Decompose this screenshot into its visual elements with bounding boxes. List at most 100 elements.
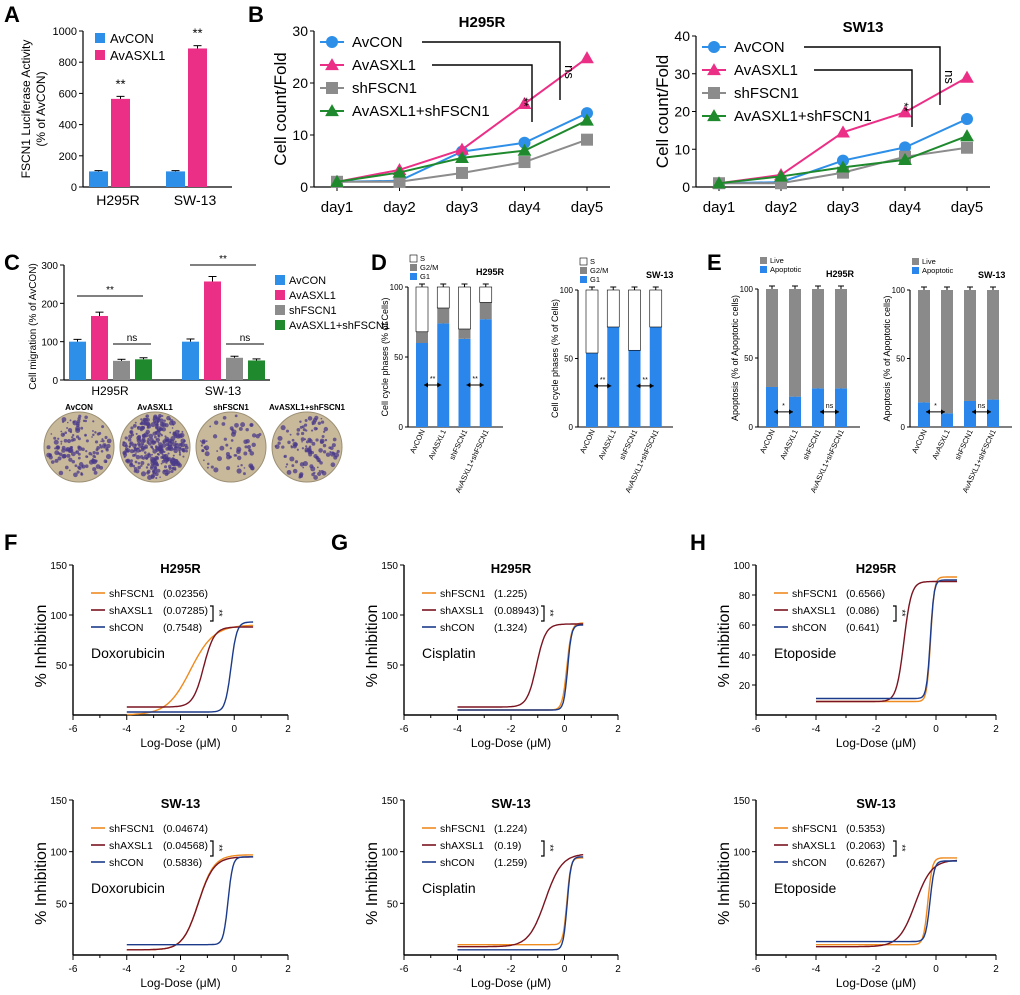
cell-dot <box>174 440 177 443</box>
legend-label: G1 <box>590 275 600 284</box>
cell-dot <box>238 426 243 431</box>
dose-curve <box>816 860 957 943</box>
legend-ic50: (1.225) <box>494 588 527 600</box>
cell-dot <box>166 415 171 421</box>
legend-ic50: (0.6267) <box>846 857 885 869</box>
cell-dot <box>95 464 101 469</box>
cell-dot <box>90 453 93 456</box>
cell-dot <box>175 459 179 463</box>
x-tick-label: -4 <box>122 724 131 735</box>
data-point <box>392 165 407 178</box>
legend-ic50: (0.2063) <box>846 840 885 852</box>
cell-dot <box>251 433 257 438</box>
cell-dot <box>123 455 126 458</box>
legend-label: AvCON <box>110 31 154 46</box>
x-tick-label: day3 <box>446 199 479 216</box>
cell-dot <box>57 456 62 461</box>
legend-swatch <box>275 275 285 285</box>
cell-dot <box>103 446 106 449</box>
bar-segment <box>416 331 428 343</box>
chart-title: H295R <box>476 267 505 277</box>
y-axis-label: % Inhibition <box>364 842 381 925</box>
cell-dot <box>325 452 331 457</box>
x-tick-label: H295R <box>91 384 129 398</box>
cell-dot <box>315 427 318 430</box>
x-tick-label: shFSCN1 <box>801 428 823 461</box>
cell-dot <box>165 447 170 451</box>
cell-dot <box>143 421 148 426</box>
y-tick-label: 800 <box>59 57 77 69</box>
cell-dot <box>128 445 132 448</box>
cell-dot <box>291 464 295 468</box>
sig-label: ** <box>545 609 555 617</box>
bar-segment <box>964 290 976 401</box>
cell-dot <box>156 452 160 456</box>
cell-dot <box>77 452 81 456</box>
y-tick-label: 200 <box>41 299 58 310</box>
x-tick-label: AvASXL1 <box>426 428 448 461</box>
cell-dot <box>185 449 188 453</box>
cell-dot <box>126 459 131 464</box>
y-tick-label: 100 <box>733 561 750 572</box>
panel-label-b: B <box>248 2 264 27</box>
y-tick-label: 50 <box>739 899 751 910</box>
x-tick-label: 0 <box>562 964 568 975</box>
legend-ic50: (0.7548) <box>163 622 202 634</box>
cell-dot <box>285 465 288 468</box>
legend-label: shAXSL1 <box>792 605 836 617</box>
cell-dot <box>205 440 208 443</box>
cell-dot <box>55 445 60 450</box>
data-point <box>580 51 594 64</box>
cell-dot <box>322 450 327 454</box>
cell-dot <box>129 459 133 463</box>
cell-dot <box>332 437 337 442</box>
bar-segment <box>437 308 450 324</box>
legend-label: shFSCN1 <box>109 588 155 600</box>
x-tick-label: AvCON <box>408 428 427 455</box>
sig-label: ns <box>942 70 957 84</box>
dose-curve <box>457 857 584 946</box>
chart-h-h295r-etoposide: 20 40 60 80 100 -6 -4 -2 0 2 Log-Dose (μM) % Inhibi… <box>716 561 999 750</box>
y-axis-label-line2: (% of AvCON) <box>34 71 48 146</box>
cell-dot <box>92 420 95 423</box>
bar <box>89 171 108 187</box>
x-tick-label: AvASXL1 <box>930 428 952 461</box>
cell-dot <box>175 443 178 446</box>
panel-label-a: A <box>4 2 20 27</box>
legend-label: shFSCN1 <box>440 588 486 600</box>
cell-dot <box>77 445 81 449</box>
sig-label: ** <box>106 285 114 296</box>
legend-ic50: (0.19) <box>494 840 521 852</box>
y-tick-label: 100 <box>381 611 398 622</box>
arrow-head <box>926 409 930 415</box>
sig-label: ns <box>826 403 834 410</box>
data-point <box>774 169 788 182</box>
y-tick-label: 100 <box>381 848 398 859</box>
legend-label: AvCON <box>289 275 326 287</box>
cell-dot <box>178 453 182 456</box>
cell-dot <box>182 449 186 453</box>
cell-dot <box>236 449 241 455</box>
chart-title: SW13 <box>843 19 884 36</box>
cell-dot <box>84 433 87 437</box>
bar <box>166 171 185 187</box>
cell-dot <box>236 468 242 474</box>
data-point <box>517 143 532 156</box>
cell-dot <box>91 457 94 460</box>
legend-label: AvASXL1 <box>110 48 165 63</box>
cell-dot <box>329 446 334 450</box>
x-tick-label: -2 <box>176 724 185 735</box>
cell-dot <box>141 443 145 446</box>
cell-dot <box>283 455 286 458</box>
x-tick-label: H295R <box>96 192 140 208</box>
x-tick-label: day2 <box>383 199 416 216</box>
y-tick-label: 100 <box>892 286 906 295</box>
legend-swatch <box>410 273 417 280</box>
cell-dot <box>135 454 141 460</box>
x-tick-label: shFSCN1 <box>617 428 639 461</box>
legend-label: shCON <box>440 857 474 869</box>
bar-segment <box>918 290 930 403</box>
cell-dot <box>204 451 210 457</box>
arrow-head <box>479 382 484 388</box>
